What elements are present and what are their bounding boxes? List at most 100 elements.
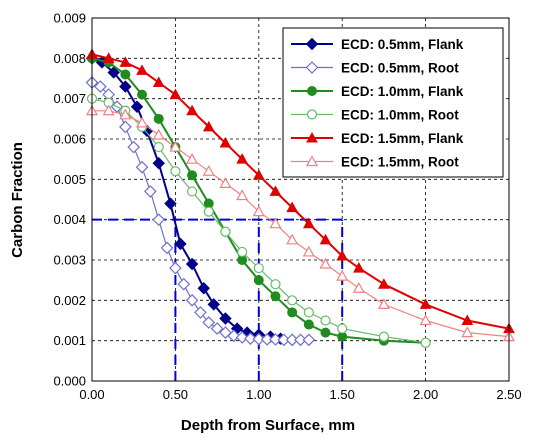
legend-swatch-marker (305, 155, 319, 167)
data-point (136, 64, 148, 75)
data-point (461, 314, 474, 325)
data-point (244, 332, 257, 345)
data-point (144, 185, 157, 198)
data-point (185, 257, 199, 271)
data-point (337, 323, 348, 334)
data-point (127, 140, 141, 154)
data-point (236, 153, 248, 164)
data-point (269, 185, 282, 196)
data-point (269, 333, 282, 346)
data-point (377, 298, 390, 309)
data-point (137, 89, 148, 100)
legend-label: ECD: 0.5mm, Root (341, 61, 459, 76)
data-point (152, 156, 165, 170)
legend-entry: ECD: 1.0mm, Flank (291, 84, 464, 99)
data-point (303, 319, 314, 330)
legend-entry: ECD: 1.5mm, Root (291, 155, 459, 170)
y-tick-label: 0.001 (53, 333, 86, 348)
data-point (336, 269, 349, 281)
data-point (320, 327, 331, 338)
data-point (286, 201, 299, 213)
data-point (252, 205, 265, 217)
series-5 (86, 48, 515, 334)
legend-swatch-marker (307, 86, 317, 96)
data-point (186, 186, 198, 197)
data-point (136, 116, 149, 128)
data-point (160, 241, 174, 255)
data-point (194, 306, 207, 319)
legend-label: ECD: 1.0mm, Root (341, 108, 459, 123)
data-point (302, 333, 316, 347)
data-point (186, 104, 198, 116)
data-point (130, 100, 144, 113)
data-point (287, 307, 298, 318)
legend-label: ECD: 1.5mm, Flank (341, 131, 464, 146)
x-tick-label: 2.00 (413, 387, 438, 402)
data-point (152, 213, 166, 227)
legend-label: ECD: 1.5mm, Root (341, 155, 459, 170)
data-point (236, 189, 249, 201)
data-point (260, 333, 274, 346)
legend-entry: ECD: 0.5mm, Root (291, 61, 459, 76)
data-point (227, 329, 241, 343)
legend-swatch-marker (305, 37, 319, 51)
data-point (210, 322, 224, 335)
series-6 (85, 104, 516, 342)
data-point (286, 233, 299, 245)
data-point (302, 217, 315, 229)
data-point (303, 307, 314, 318)
y-tick-label: 0.000 (53, 374, 86, 389)
data-point (186, 152, 199, 164)
data-point (170, 166, 181, 177)
y-tick-label: 0.004 (53, 212, 86, 227)
data-point (119, 120, 132, 134)
data-point (202, 165, 215, 176)
legend-swatch-marker (306, 109, 318, 120)
data-point (202, 316, 216, 329)
data-point (120, 69, 131, 80)
data-point (207, 298, 220, 311)
data-point (378, 278, 390, 289)
data-point (378, 331, 389, 342)
data-point (253, 275, 264, 286)
x-tick-label: 0.00 (79, 387, 104, 402)
x-tick-label: 1.00 (246, 387, 271, 402)
data-point (336, 249, 349, 261)
data-point (219, 137, 232, 148)
x-tick-label: 2.50 (496, 387, 521, 402)
y-tick-label: 0.006 (53, 132, 86, 147)
data-point (169, 261, 182, 275)
data-point (102, 104, 115, 116)
data-point (277, 333, 291, 347)
legend-label: ECD: 0.5mm, Flank (341, 37, 464, 52)
data-point (287, 295, 298, 306)
data-point (174, 237, 187, 251)
series-group (85, 48, 516, 348)
data-point (119, 56, 132, 67)
y-tick-label: 0.009 (53, 11, 86, 26)
y-tick-label: 0.002 (53, 293, 86, 308)
data-point (285, 333, 299, 347)
data-point (352, 281, 365, 293)
data-point (219, 312, 232, 325)
data-point (187, 170, 198, 181)
data-point (269, 217, 282, 229)
plot-frame (91, 17, 510, 382)
data-point (177, 277, 191, 291)
data-point (152, 128, 165, 140)
data-point (270, 279, 281, 290)
x-tick-label: 0.50 (163, 387, 188, 402)
x-tick-labels: 0.00 0.50 1.00 1.50 2.00 2.50 (79, 387, 521, 402)
legend-entry: ECD: 0.5mm, Flank (291, 37, 464, 52)
data-point (253, 262, 264, 274)
y-tick-label: 0.007 (53, 91, 86, 106)
data-point (237, 246, 248, 258)
data-point (294, 333, 307, 347)
data-point (102, 52, 115, 63)
data-point (420, 337, 431, 348)
x-tick-label: 1.50 (330, 387, 355, 402)
series-2 (85, 76, 316, 347)
data-point (461, 326, 474, 338)
data-point (319, 257, 332, 269)
